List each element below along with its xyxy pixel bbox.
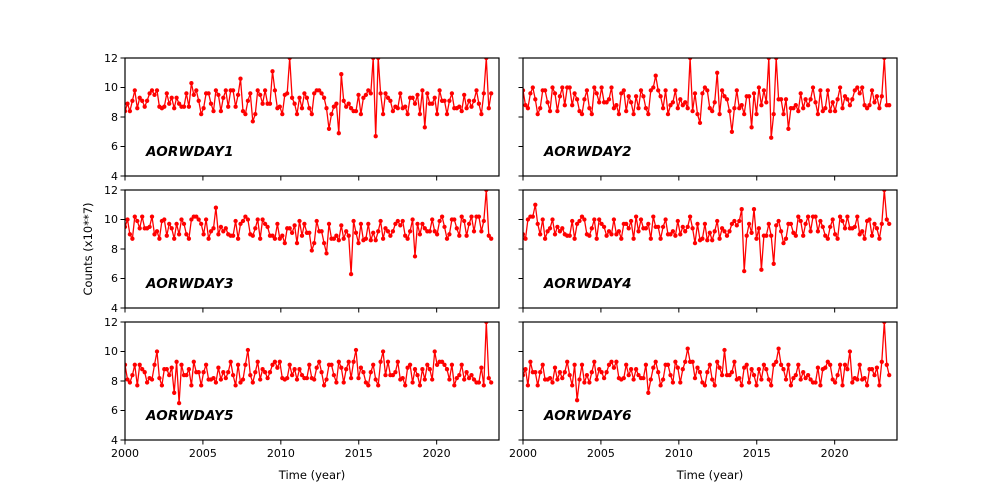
y-tick-label: 4 <box>111 169 118 183</box>
axis-ticks <box>120 189 438 313</box>
panel-label: AORWDAY6 <box>544 408 632 424</box>
axes-border <box>124 189 500 309</box>
axes-border <box>522 57 898 177</box>
axes-border <box>124 321 500 441</box>
x-axis-label-left: Time (year) <box>278 468 346 482</box>
y-tick-label: 12 <box>104 51 118 65</box>
plot-area <box>518 189 898 313</box>
data-series <box>523 58 892 140</box>
y-tick-label: 8 <box>111 110 118 124</box>
y-tick-label: 10 <box>104 213 118 226</box>
x-tick-label: 2000 <box>111 447 139 460</box>
plot-area <box>518 57 898 181</box>
plot-area <box>120 321 500 445</box>
x-tick-label: 2020 <box>422 447 451 460</box>
data-series <box>125 322 494 406</box>
y-tick-label: 6 <box>111 404 118 417</box>
x-tick-label: 2015 <box>344 447 373 460</box>
axis-ticks <box>518 57 836 181</box>
data-series <box>523 322 892 403</box>
y-tick-label: 8 <box>111 242 118 256</box>
axis-ticks <box>518 321 836 445</box>
data-series <box>125 58 494 139</box>
y-tick-label: 12 <box>104 183 118 197</box>
y-tick-label: 10 <box>104 345 118 358</box>
y-tick-label: 4 <box>111 433 118 447</box>
data-series <box>125 190 494 277</box>
subplot-aorwday4: AORWDAY4 <box>518 189 898 313</box>
x-tick-label: 2005 <box>586 447 615 460</box>
x-axis-label-right: Time (year) <box>676 468 744 482</box>
y-tick-label: 4 <box>111 301 118 315</box>
plot-area <box>120 57 500 181</box>
panel-label: AORWDAY4 <box>544 276 632 292</box>
subplot-aorwday2: AORWDAY2 <box>518 57 898 181</box>
subplot-aorwday5: AORWDAY5 <box>120 321 500 445</box>
panel-label: AORWDAY3 <box>146 276 234 292</box>
subplot-aorwday3: AORWDAY3 <box>120 189 500 313</box>
x-tick-label: 2000 <box>509 447 537 460</box>
axis-ticks <box>120 321 438 445</box>
x-tick-label: 2010 <box>664 447 693 460</box>
data-series <box>523 190 892 274</box>
axis-ticks <box>518 189 836 313</box>
axis-ticks <box>120 57 438 181</box>
y-tick-label: 10 <box>104 81 118 94</box>
axes-border <box>522 321 898 441</box>
x-tick-label: 2005 <box>188 447 217 460</box>
x-tick-label: 2015 <box>742 447 771 460</box>
panel-label: AORWDAY5 <box>146 408 234 424</box>
subplot-aorwday1: AORWDAY1 <box>120 57 500 181</box>
panel-label: AORWDAY2 <box>544 144 632 160</box>
x-tick-label: 2010 <box>266 447 295 460</box>
y-tick-label: 6 <box>111 140 118 153</box>
subplot-aorwday6: AORWDAY6 <box>518 321 898 445</box>
y-tick-label: 8 <box>111 374 118 388</box>
plot-area <box>518 321 898 445</box>
axes-border <box>522 189 898 309</box>
y-tick-label: 12 <box>104 315 118 329</box>
axes-border <box>124 57 500 177</box>
x-tick-label: 2020 <box>820 447 849 460</box>
y-tick-label: 6 <box>111 272 118 285</box>
plot-area <box>120 189 500 313</box>
panel-label: AORWDAY1 <box>146 144 234 160</box>
